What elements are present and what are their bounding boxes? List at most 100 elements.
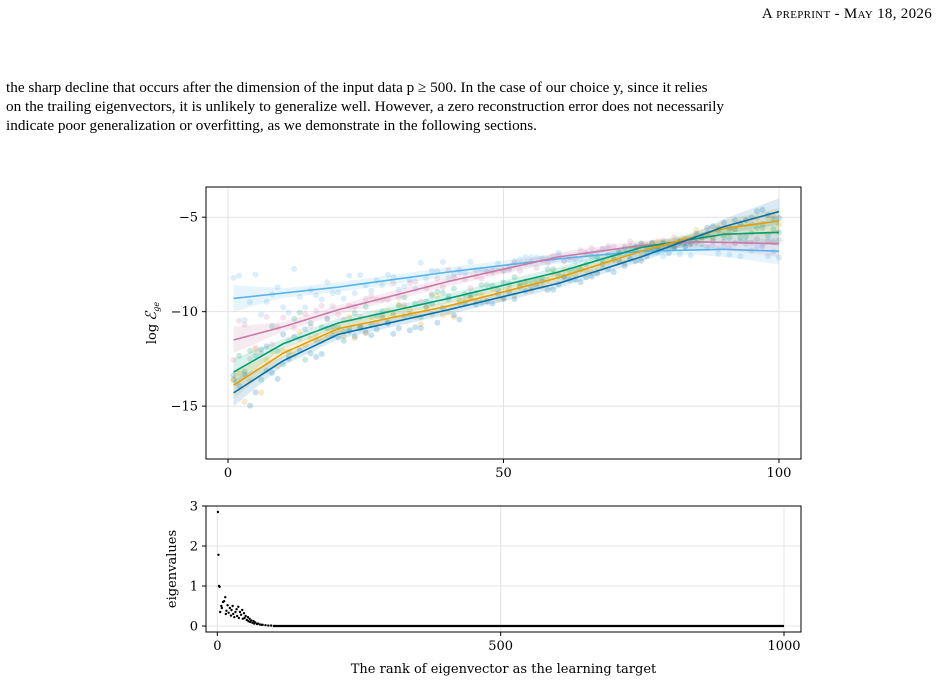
data-point: [395, 286, 402, 293]
data-point: [230, 372, 237, 379]
data-point: [368, 293, 375, 300]
data-point: [412, 324, 419, 331]
data-point: [236, 352, 243, 359]
data-point: [671, 244, 678, 251]
data-point: [610, 269, 617, 276]
x-tick-label: 500: [488, 639, 513, 654]
data-point: [511, 274, 518, 281]
data-point: [434, 275, 441, 282]
x-tick-label: 50: [495, 466, 512, 481]
data-point: [439, 284, 446, 291]
data-point: [401, 294, 408, 301]
data-point: [241, 368, 248, 375]
data-point: [417, 259, 424, 266]
eigenvalue-point: [233, 616, 236, 619]
data-point: [230, 356, 237, 363]
body-paragraph: the sharp decline that occurs after the …: [6, 78, 942, 135]
data-point: [362, 295, 369, 302]
data-point: [726, 243, 733, 250]
eigenvalue-point: [230, 608, 233, 612]
fit-line: [233, 220, 780, 387]
paragraph-line-1: the sharp decline that occurs after the …: [6, 79, 708, 96]
data-point: [511, 296, 518, 303]
data-point: [329, 289, 336, 296]
header-text: A preprint - May 18, 2026: [761, 6, 932, 22]
data-point: [340, 333, 347, 340]
eigenvalue-point: [229, 614, 233, 617]
data-point: [682, 243, 689, 250]
data-point: [423, 304, 430, 311]
data-point: [357, 272, 364, 279]
data-point: [417, 321, 424, 328]
data-point: [605, 243, 612, 250]
y-tick-label: 0: [190, 620, 198, 635]
eigenvalue-point: [235, 614, 239, 618]
data-point: [412, 278, 419, 285]
data-point: [296, 293, 303, 300]
eigenvalue-point: [227, 611, 230, 614]
data-point: [715, 250, 722, 257]
data-point: [450, 312, 457, 319]
data-point: [467, 258, 474, 265]
data-point: [660, 253, 667, 260]
data-point: [434, 267, 441, 274]
data-point: [274, 284, 281, 291]
data-point: [258, 346, 265, 353]
data-point: [263, 313, 270, 320]
data-point: [494, 260, 501, 267]
data-point: [274, 375, 281, 382]
data-point: [395, 294, 402, 301]
data-point: [428, 290, 435, 297]
data-point: [627, 238, 634, 245]
paragraph-line-2: on the trailing eigenvectors, it is unli…: [6, 98, 725, 115]
data-point: [335, 334, 342, 341]
eigenvalue-point: [226, 604, 229, 607]
eigenvalue-point: [217, 553, 220, 556]
data-point: [395, 302, 402, 309]
eigenvalue-point: [228, 606, 231, 610]
running-header: A preprint - May 18, 2026: [762, 6, 932, 23]
data-point: [252, 344, 259, 351]
eigenvalue-point: [218, 585, 221, 588]
paragraph-line-3: indicate poor generalization or overfitt…: [6, 117, 537, 134]
data-point: [346, 313, 353, 320]
eigenvalue-point: [220, 606, 224, 610]
data-point: [296, 309, 303, 316]
data-point: [263, 357, 270, 364]
data-point: [241, 371, 248, 378]
data-point: [665, 250, 672, 257]
data-point: [764, 214, 771, 221]
data-point: [726, 228, 733, 235]
data-point: [461, 269, 468, 276]
eigenvalue-point: [234, 610, 237, 614]
data-point: [390, 280, 397, 287]
data-point: [450, 314, 457, 321]
data-point: [335, 289, 342, 296]
data-point: [379, 281, 386, 288]
eigenvalue-point: [222, 600, 226, 603]
data-point: [775, 221, 782, 228]
data-point: [252, 389, 259, 396]
data-point: [467, 294, 474, 301]
data-point: [417, 298, 424, 305]
confidence-band: [233, 219, 779, 386]
data-point: [368, 332, 375, 339]
data-point: [401, 283, 408, 290]
data-point: [428, 267, 435, 274]
data-point: [544, 259, 551, 266]
eigenvalue-point: [218, 610, 222, 614]
data-point: [434, 319, 441, 326]
data-point: [759, 206, 766, 213]
eigenvalue-point: [241, 608, 244, 612]
data-point: [478, 275, 485, 282]
data-point: [434, 288, 441, 295]
data-point: [384, 271, 391, 278]
data-point: [406, 280, 413, 287]
data-point: [439, 312, 446, 319]
data-point: [671, 245, 678, 252]
data-point: [252, 346, 259, 353]
data-point: [252, 352, 259, 359]
data-point: [720, 219, 727, 226]
eigenvalue-point: [224, 596, 227, 599]
